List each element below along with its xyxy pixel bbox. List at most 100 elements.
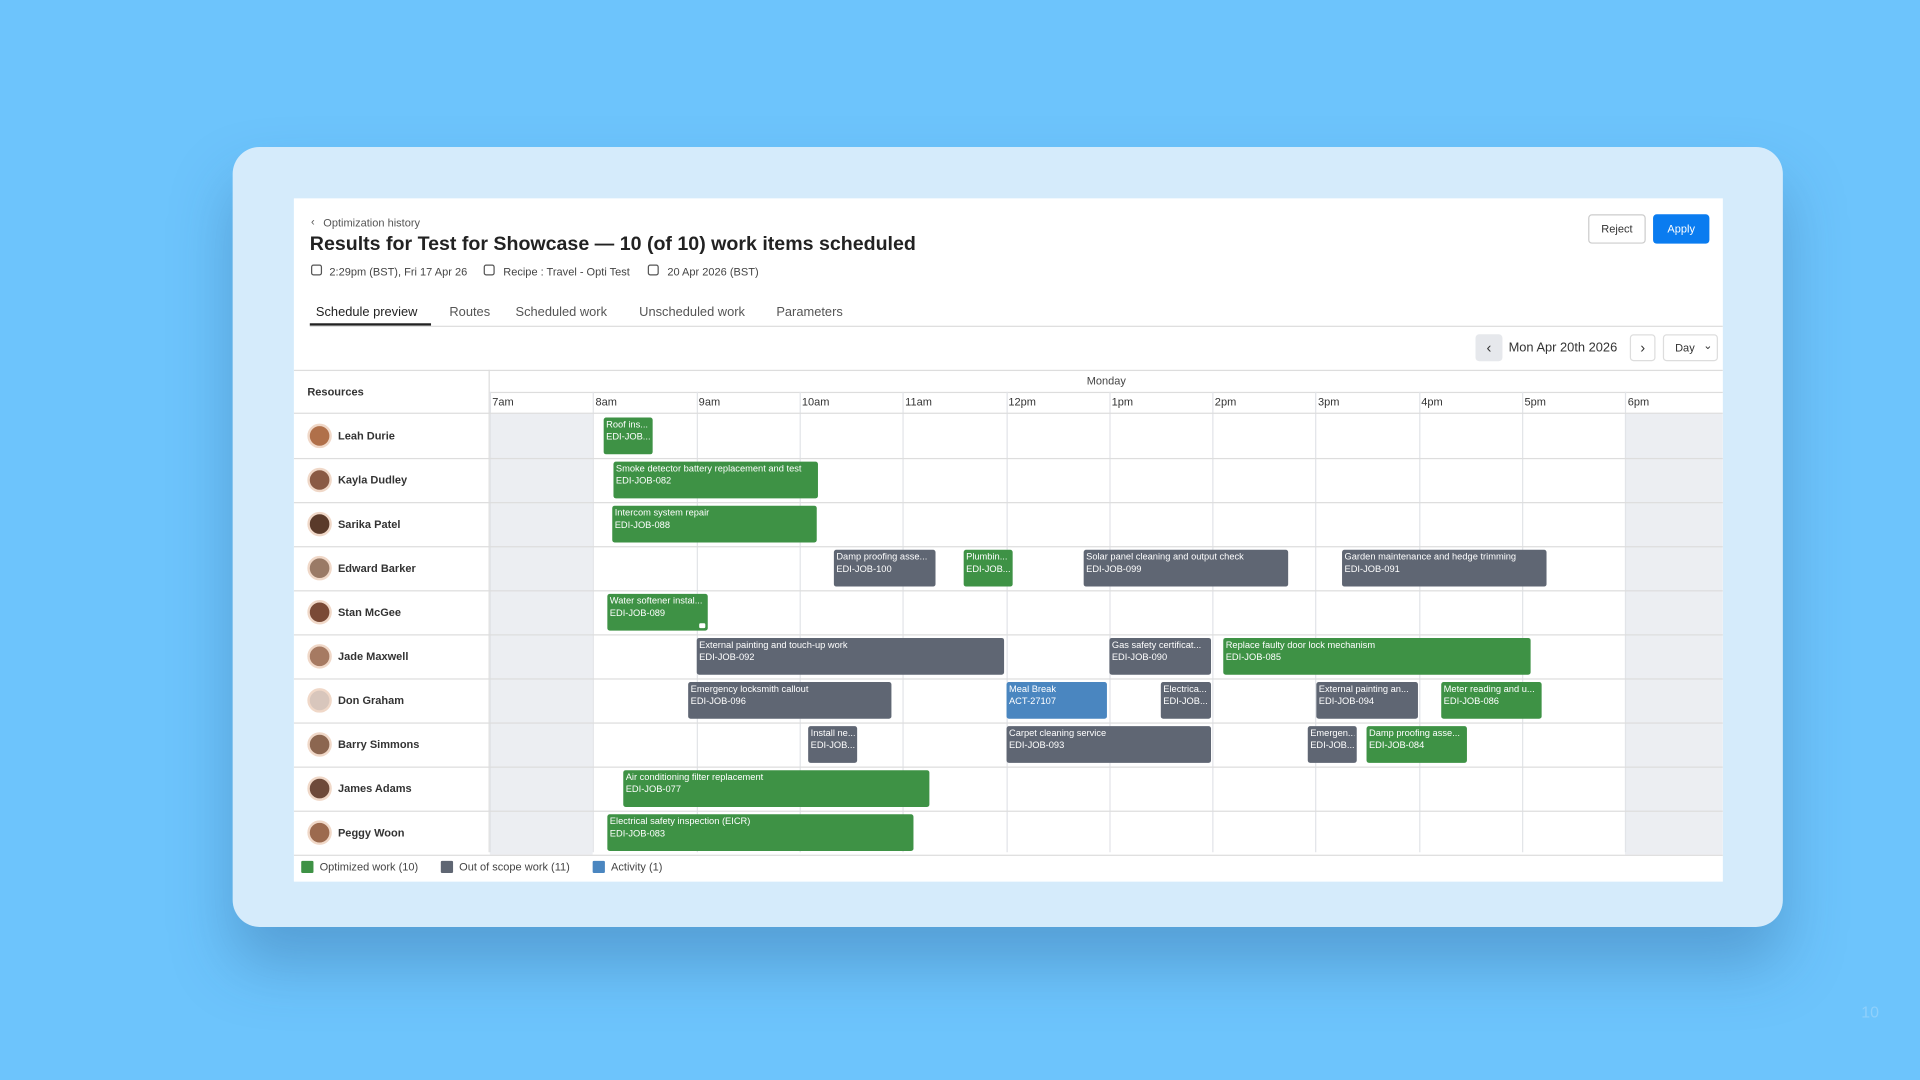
tab-divider xyxy=(309,325,1723,327)
meta-icon xyxy=(483,264,495,276)
hour-label: 2pm xyxy=(1214,395,1237,408)
resource-name: Peggy Woon xyxy=(337,826,405,839)
job-block[interactable]: Install ne... EDI-JOB... xyxy=(808,726,858,763)
row-line xyxy=(293,678,1723,680)
panel: ‹ Optimization history Results for Test fo… xyxy=(293,198,1723,882)
avatar xyxy=(307,511,332,537)
view-label: Day xyxy=(1675,341,1695,354)
job-title: External painting an... xyxy=(1318,683,1409,695)
date-label: Mon Apr 20th 2026 xyxy=(1508,340,1618,356)
job-block[interactable]: Emergen... EDI-JOB... xyxy=(1307,726,1357,763)
job-code: EDI-JOB-082 xyxy=(615,475,672,487)
view-dropdown[interactable]: Day ⌄ xyxy=(1662,334,1718,362)
avatar xyxy=(307,555,332,581)
hour-label: 11am xyxy=(905,395,932,408)
row-line xyxy=(293,590,1723,592)
legend-label: Out of scope work (11) xyxy=(459,860,570,874)
job-block[interactable]: Garden maintenance and hedge trimming EDI… xyxy=(1342,549,1547,587)
avatar xyxy=(307,732,332,757)
hour-line xyxy=(1315,391,1317,853)
job-code: EDI-JOB... xyxy=(606,431,651,443)
job-block[interactable]: Intercom system repair EDI-JOB-088 xyxy=(612,505,817,543)
legend-swatch xyxy=(440,860,454,874)
job-title: Water softener instal... xyxy=(609,595,703,607)
back-link[interactable]: Optimization history xyxy=(323,216,421,229)
resource-name: James Adams xyxy=(337,782,412,795)
hour-label: 8am xyxy=(595,395,617,408)
hour-line xyxy=(489,391,492,853)
job-block[interactable]: Gas safety certificat... EDI-JOB-090 xyxy=(1109,637,1212,675)
job-block[interactable]: Carpet cleaning service EDI-JOB-093 xyxy=(1006,726,1212,763)
job-block[interactable]: External painting an... EDI-JOB-094 xyxy=(1316,682,1418,719)
next-button[interactable]: › xyxy=(1629,334,1656,362)
job-title: Carpet cleaning service xyxy=(1008,727,1107,739)
hour-label: 5pm xyxy=(1524,395,1546,408)
header-line xyxy=(489,391,1723,394)
job-code: ACT-27107 xyxy=(1008,695,1057,707)
hour-line xyxy=(1522,391,1524,853)
row-line xyxy=(293,810,1723,812)
hour-label: 12pm xyxy=(1008,395,1036,408)
avatar xyxy=(307,600,332,625)
job-block[interactable]: Electrica... EDI-JOB... xyxy=(1160,682,1212,719)
hour-line xyxy=(1625,391,1627,853)
job-block[interactable]: Emergency locksmith callout EDI-JOB-096 xyxy=(688,682,892,719)
resource-name: Leah Durie xyxy=(337,429,395,443)
back-link[interactable]: ‹ xyxy=(311,215,315,228)
row-line xyxy=(293,502,1723,504)
resources-header: Resources xyxy=(307,385,364,398)
job-code: EDI-JOB-088 xyxy=(614,519,670,531)
job-block[interactable]: Meal Break ACT-27107 xyxy=(1006,682,1107,719)
job-title: Electrical safety inspection (EICR) xyxy=(609,815,751,827)
job-title: Emergency locksmith callout xyxy=(690,683,809,695)
tab[interactable]: Parameters xyxy=(776,304,843,320)
job-code: EDI-JOB-077 xyxy=(625,783,682,795)
hour-label: 9am xyxy=(698,395,721,408)
job-block[interactable]: Plumbin... EDI-JOB... xyxy=(963,549,1013,587)
job-block[interactable]: Damp proofing asse... EDI-JOB-084 xyxy=(1366,726,1467,763)
page-number: 10 xyxy=(1861,1002,1879,1022)
resource-name: Stan McGee xyxy=(337,606,402,619)
hour-label: 1pm xyxy=(1111,395,1134,408)
hour-line xyxy=(593,391,595,853)
job-block[interactable]: Replace faulty door lock mechanism EDI-JO… xyxy=(1223,637,1531,675)
job-block[interactable]: Electrical safety inspection (EICR) EDI-J… xyxy=(607,814,914,852)
tab[interactable]: Routes xyxy=(449,304,491,320)
job-code: EDI-JOB-089 xyxy=(609,607,666,619)
job-title: Emergen... xyxy=(1310,727,1355,739)
job-block[interactable]: Meter reading and u... EDI-JOB-086 xyxy=(1441,682,1542,719)
prev-button[interactable]: ‹ xyxy=(1475,334,1503,362)
row-line xyxy=(293,457,1723,460)
meta-text: 2:29pm (BST), Fri 17 Apr 26 xyxy=(329,265,468,278)
tab[interactable]: Scheduled work xyxy=(515,304,608,320)
job-block[interactable]: Smoke detector battery replacement and t… xyxy=(613,461,818,499)
resource-name: Sarika Patel xyxy=(337,517,401,531)
meta-icon xyxy=(647,264,659,276)
meta-text: Recipe : Travel - Opti Test xyxy=(503,265,630,278)
tab[interactable]: Unscheduled work xyxy=(639,304,745,320)
job-title: Roof ins... xyxy=(606,418,648,430)
meta-text: 20 Apr 2026 (BST) xyxy=(667,265,759,278)
tab[interactable]: Schedule preview xyxy=(315,304,418,320)
hour-label: 6pm xyxy=(1627,395,1650,408)
reject-button[interactable]: Reject xyxy=(1588,214,1646,244)
job-title: Meal Break xyxy=(1008,683,1057,695)
job-code: EDI-JOB... xyxy=(966,563,1011,575)
row-line xyxy=(293,634,1723,636)
job-code: EDI-JOB-100 xyxy=(836,563,892,575)
job-block[interactable]: Damp proofing asse... EDI-JOB-100 xyxy=(833,549,936,587)
job-block[interactable]: Solar panel cleaning and output check EDI… xyxy=(1083,549,1289,587)
job-code: EDI-JOB-083 xyxy=(609,827,666,839)
resource-name: Kayla Dudley xyxy=(337,473,408,487)
job-code: EDI-JOB-092 xyxy=(699,651,755,663)
job-block[interactable]: External painting and touch-up work EDI-J… xyxy=(696,637,1005,675)
job-title: Electrica... xyxy=(1163,683,1207,695)
resource-name: Jade Maxwell xyxy=(337,650,409,663)
day-label: Monday xyxy=(1086,374,1126,387)
job-code: EDI-JOB-091 xyxy=(1344,563,1400,575)
job-block[interactable]: Water softener instal... EDI-JOB-089 xyxy=(607,593,708,631)
job-block[interactable]: Roof ins... EDI-JOB... xyxy=(603,417,653,455)
job-block[interactable]: Air conditioning filter replacement EDI-J… xyxy=(623,770,930,807)
apply-button[interactable]: Apply xyxy=(1653,214,1710,244)
hour-line xyxy=(1005,391,1008,853)
